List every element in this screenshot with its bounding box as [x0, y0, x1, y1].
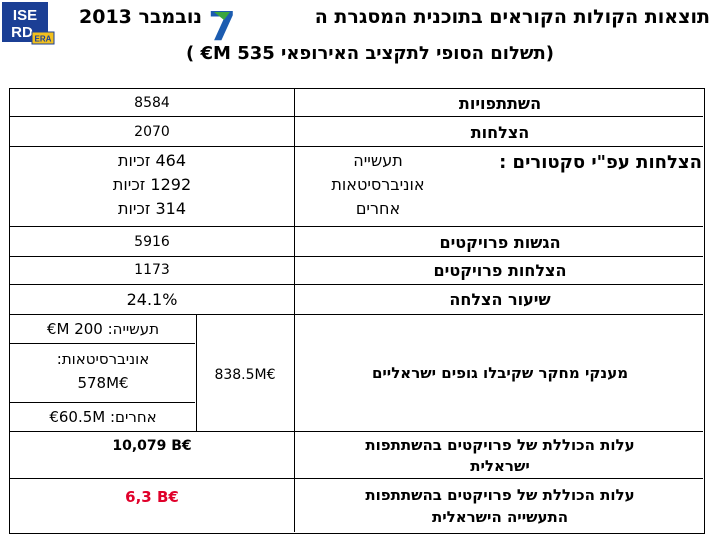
- total-cost-industry-value: 6,3 B€: [125, 488, 179, 506]
- title-month-year: נובמבר 2013: [79, 6, 202, 28]
- program-number: 7: [208, 6, 236, 44]
- ise-rd-logo: ISE RD ERA: [2, 2, 55, 45]
- row-divider: [9, 116, 703, 117]
- grants-industry: תעשייה: 200 M€: [46, 320, 160, 338]
- grants-universities-value: 578M€: [77, 374, 129, 392]
- logo-top-text: ISE: [13, 7, 37, 24]
- success-rate-value: 24.1%: [126, 290, 178, 309]
- sector-others-value: 314 זכיות: [117, 199, 187, 218]
- row-divider: [9, 284, 703, 285]
- project-submissions-label: הגשות פרויקטים: [439, 233, 561, 252]
- page-title: תוצאות הקולות הקוראים בתוכנית המסגרת ה: [314, 6, 710, 28]
- project-successes-value: 1173: [134, 262, 170, 278]
- successes-label: הצלחות: [470, 123, 530, 142]
- sector-industry: תעשייה: [353, 151, 403, 170]
- column-divider: [294, 314, 295, 431]
- sector-universities-value: 1292 זכיות: [112, 175, 192, 194]
- total-cost-israel-label-line2: ישראלית: [470, 457, 530, 475]
- grants-universities-label: אוניברסיטאות:: [56, 350, 150, 368]
- row-divider: [9, 478, 703, 479]
- row-divider: [9, 146, 703, 147]
- successes-value: 2070: [134, 124, 170, 140]
- sector-industry-value: 464 זכיות: [117, 151, 187, 170]
- row-divider: [9, 226, 703, 227]
- sector-successes-label: הצלחות עפ"י סקטורים :: [499, 152, 702, 173]
- project-submissions-value: 5916: [134, 234, 170, 250]
- project-successes-label: הצלחות פרויקטים: [433, 261, 567, 280]
- row-divider: [9, 256, 703, 257]
- page-subtitle: (תשלום הסופי לתקציב האירופאי 535 M€ ): [185, 43, 555, 64]
- logo-badge-text: ERA: [35, 35, 52, 44]
- column-divider: [294, 431, 295, 532]
- participations-value: 8584: [134, 95, 170, 111]
- fp7-seven-logo: 7: [208, 6, 236, 44]
- grants-label: מענקי מחקר שקיבלו גופים ישראליים: [371, 364, 629, 382]
- row-divider: [9, 431, 703, 432]
- total-cost-industry-label-line1: עלות הכוללת של פרויקטים בהשתתפות: [365, 486, 635, 504]
- total-cost-industry-label-line2: התעשייה הישראלית: [431, 508, 569, 526]
- grants-total-value: 838.5M€: [214, 367, 276, 383]
- column-divider: [294, 88, 295, 314]
- participations-label: השתתפויות: [458, 94, 542, 113]
- sub-divider: [9, 343, 195, 344]
- sector-universities: אוניברסיטאות: [331, 175, 425, 194]
- sector-others: אחרים: [355, 199, 401, 218]
- column-divider: [196, 314, 197, 431]
- row-divider: [9, 314, 703, 315]
- total-cost-israel-label-line1: עלות הכוללת של פרויקטים בהשתתפות: [365, 436, 635, 454]
- results-table: [9, 88, 705, 534]
- logo-bottom-text: RD: [11, 24, 33, 41]
- sub-divider: [9, 402, 195, 403]
- success-rate-label: שיעור הצלחה: [449, 290, 551, 309]
- grants-others: אחרים: 60.5M€: [49, 408, 157, 426]
- total-cost-israel-value: 10,079 B€: [112, 438, 192, 454]
